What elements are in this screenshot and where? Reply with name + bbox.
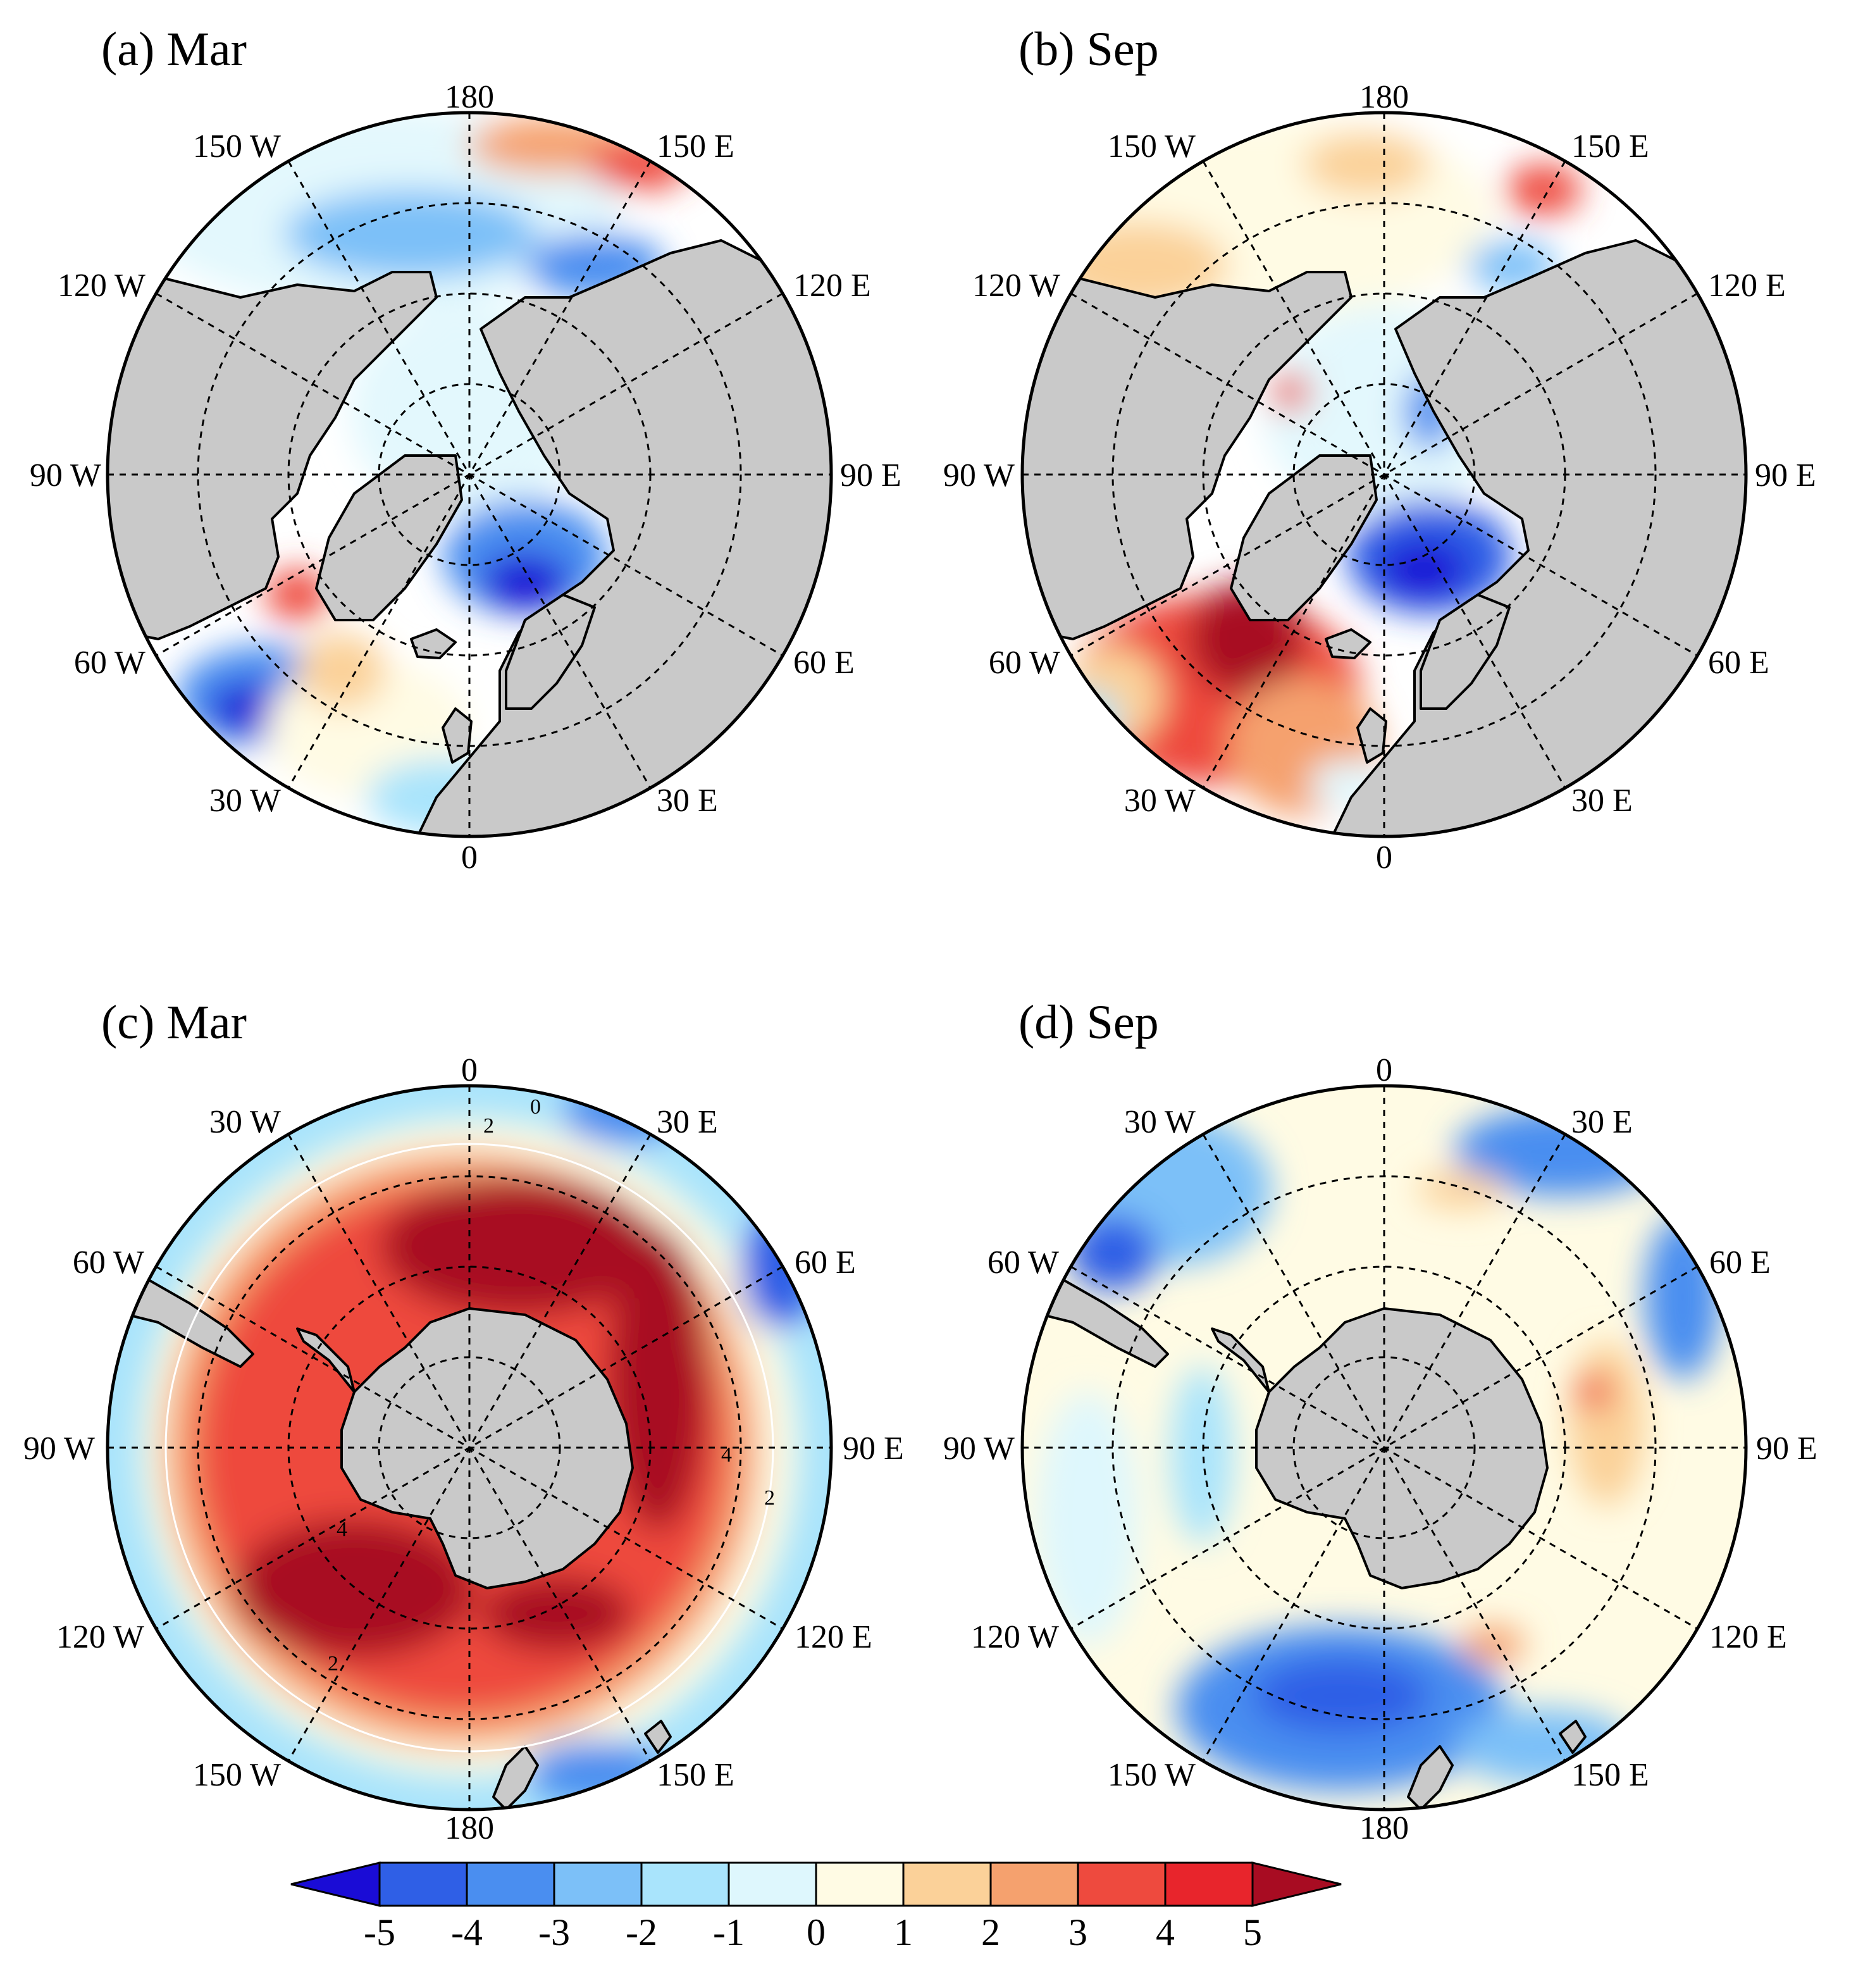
panel-a-map bbox=[106, 111, 833, 838]
lon-label: 0 bbox=[1376, 1052, 1392, 1088]
lon-label: 150 W bbox=[1108, 1757, 1196, 1793]
colorbar-tick-label: -2 bbox=[626, 1911, 657, 1953]
colorbar-arrow-low bbox=[290, 1861, 381, 1907]
lon-label: 120 W bbox=[56, 1619, 144, 1655]
lon-label: 90 W bbox=[943, 1431, 1015, 1467]
lon-label: 90 W bbox=[23, 1431, 95, 1467]
lon-label: 90 W bbox=[943, 457, 1015, 494]
colorbar-tick-label: -1 bbox=[713, 1911, 745, 1953]
panel-c-title: (c) Mar bbox=[101, 996, 247, 1049]
colorbar-tick-label: 0 bbox=[807, 1911, 826, 1953]
lon-label: 60 W bbox=[989, 645, 1060, 681]
contour-label: 2 bbox=[328, 1652, 338, 1675]
lon-label: 120 W bbox=[58, 268, 145, 304]
lon-label: 90 W bbox=[30, 457, 101, 494]
lon-label: 150 E bbox=[1571, 128, 1649, 165]
contour-label: 2 bbox=[764, 1486, 775, 1510]
colorbar-box bbox=[727, 1861, 817, 1907]
lon-label: 150 W bbox=[1108, 128, 1196, 165]
lon-label: 30 W bbox=[1124, 783, 1196, 819]
lon-label: 120 E bbox=[793, 268, 871, 304]
lon-label: 60 E bbox=[795, 1245, 856, 1281]
colorbar-box bbox=[640, 1861, 730, 1907]
colorbar-box bbox=[1077, 1861, 1167, 1907]
lon-label: 180 bbox=[1359, 1810, 1409, 1846]
colorbar-box bbox=[902, 1861, 992, 1907]
panel-b-title: (b) Sep bbox=[1018, 23, 1159, 76]
lon-label: 120 E bbox=[1708, 268, 1786, 304]
lon-label: 30 W bbox=[209, 783, 281, 819]
colorbar-tick-label: -3 bbox=[538, 1911, 570, 1953]
colorbar-box bbox=[553, 1861, 643, 1907]
lon-label: 120 W bbox=[971, 1619, 1059, 1655]
colorbar: -5 -4 -3 -2 -1 0 1 2 3 4 5 bbox=[290, 1861, 1342, 1953]
lon-label: 30 E bbox=[1571, 1104, 1633, 1140]
lon-label: 150 E bbox=[657, 1757, 734, 1793]
contour-label: 4 bbox=[337, 1518, 347, 1541]
panel-a-title: (a) Mar bbox=[101, 23, 247, 76]
colorbar-box bbox=[1164, 1861, 1254, 1907]
colorbar-tick-label: 3 bbox=[1068, 1911, 1087, 1953]
colorbar-tick-label: 4 bbox=[1156, 1911, 1175, 1953]
colorbar-tick-label: 1 bbox=[894, 1911, 913, 1953]
colorbar-tick-label: -4 bbox=[451, 1911, 483, 1953]
lon-label: 60 E bbox=[1708, 645, 1769, 681]
panel-d-title: (d) Sep bbox=[1018, 996, 1159, 1049]
lon-label: 30 E bbox=[1571, 783, 1633, 819]
lon-label: 0 bbox=[461, 840, 478, 876]
lon-label: 180 bbox=[445, 1810, 494, 1846]
lon-label: 60 W bbox=[987, 1245, 1059, 1281]
lon-label: 30 W bbox=[209, 1104, 281, 1140]
colorbar-box bbox=[815, 1861, 905, 1907]
lon-label: 180 bbox=[445, 79, 494, 115]
lon-label: 60 E bbox=[793, 645, 855, 681]
colorbar-box bbox=[989, 1861, 1079, 1907]
lon-label: 180 bbox=[1359, 79, 1409, 115]
lon-label: 120 E bbox=[795, 1619, 872, 1655]
contour-label: 4 bbox=[721, 1443, 732, 1467]
panel-d-map bbox=[1020, 1084, 1748, 1811]
colorbar-tick-label: 5 bbox=[1243, 1911, 1262, 1953]
lon-label: 150 E bbox=[657, 128, 734, 165]
lon-label: 150 W bbox=[193, 128, 281, 165]
lon-label: 120 E bbox=[1709, 1619, 1787, 1655]
contour-label: 2 bbox=[483, 1114, 494, 1138]
lon-label: 90 E bbox=[843, 1431, 904, 1467]
lon-label: 30 W bbox=[1124, 1104, 1196, 1140]
colorbar-box bbox=[466, 1861, 555, 1907]
lon-label: 60 W bbox=[73, 1245, 144, 1281]
lon-label: 120 W bbox=[972, 268, 1060, 304]
lon-label: 150 E bbox=[1571, 1757, 1649, 1793]
colorbar-tick-label: -5 bbox=[364, 1911, 395, 1953]
colorbar-tick-label: 2 bbox=[981, 1911, 1000, 1953]
panel-c-map: 0 2 2 4 2 4 bbox=[106, 1084, 833, 1811]
lon-label: 30 E bbox=[657, 783, 718, 819]
contour-label: 0 bbox=[530, 1095, 541, 1119]
lon-label: 0 bbox=[461, 1052, 478, 1088]
lon-label: 60 W bbox=[74, 645, 145, 681]
lon-label: 30 E bbox=[657, 1104, 718, 1140]
lon-label: 90 E bbox=[840, 457, 901, 494]
panel-b-map bbox=[1020, 111, 1748, 838]
lon-label: 90 E bbox=[1755, 457, 1816, 494]
lon-label: 90 E bbox=[1756, 1431, 1817, 1467]
lon-label: 0 bbox=[1376, 840, 1392, 876]
lon-label: 60 E bbox=[1709, 1245, 1771, 1281]
colorbar-box bbox=[378, 1861, 468, 1907]
lon-label: 150 W bbox=[193, 1757, 281, 1793]
colorbar-arrow-high bbox=[1251, 1861, 1342, 1907]
